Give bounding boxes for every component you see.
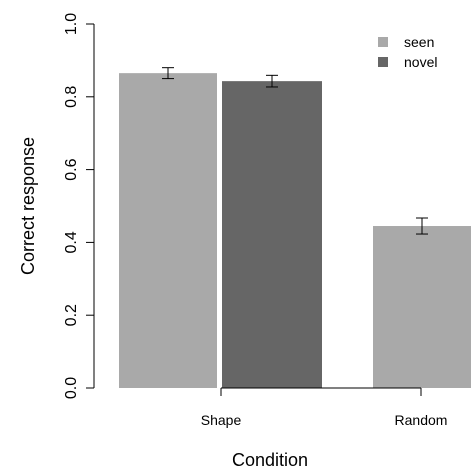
y-tick-label: 0.6 xyxy=(63,158,80,180)
error-bar-seen-shape xyxy=(162,67,174,80)
y-tick-label: 0.8 xyxy=(63,86,80,108)
error-bar-seen-random xyxy=(416,217,428,235)
x-axis: Shape Random xyxy=(201,387,448,428)
bar-novel-shape xyxy=(222,81,322,388)
bar-seen-random xyxy=(373,226,471,388)
y-tick-label: 0.2 xyxy=(63,304,80,326)
legend-label-seen: seen xyxy=(404,34,434,50)
x-axis-label: Condition xyxy=(232,450,308,470)
y-tick-label: 1.0 xyxy=(63,13,80,35)
y-axis: 0.0 0.2 0.4 0.6 0.8 1.0 xyxy=(63,13,95,399)
x-tick-label-shape: Shape xyxy=(201,412,242,428)
legend-label-novel: novel xyxy=(404,54,437,70)
legend-swatch-seen xyxy=(378,37,388,47)
bars-layer xyxy=(119,73,471,388)
legend: seen novel xyxy=(378,34,437,70)
error-bar-novel-shape xyxy=(266,74,278,88)
bar-seen-shape xyxy=(119,73,217,388)
error-bars-layer xyxy=(162,67,428,235)
y-axis-label: Correct response xyxy=(18,137,38,275)
legend-swatch-novel xyxy=(378,57,388,67)
x-tick-label-random: Random xyxy=(395,412,448,428)
y-tick-label: 0.0 xyxy=(63,377,80,399)
y-tick-label: 0.4 xyxy=(63,231,80,253)
